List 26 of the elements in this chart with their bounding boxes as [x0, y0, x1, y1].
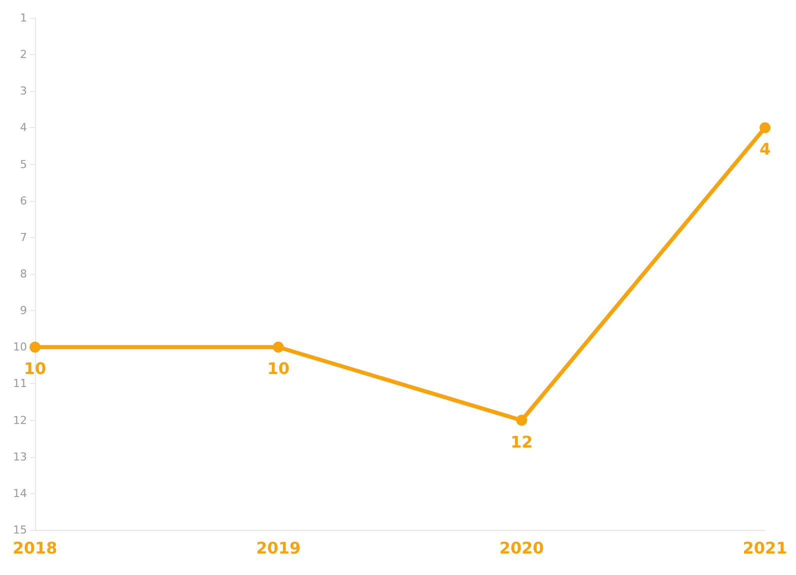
y-tick-label: 12: [13, 414, 27, 427]
point: [760, 122, 770, 134]
x-tick-label: 2021: [742, 538, 788, 558]
x-tick-label: 2018: [12, 538, 58, 558]
y-tick-label: 1: [20, 12, 27, 24]
y-tick-label: 3: [20, 84, 27, 98]
y-tick-label: 11: [13, 377, 27, 390]
x-tick-label: 2020: [499, 538, 544, 558]
x-tick-label: 2019: [256, 538, 301, 558]
point: [272, 342, 284, 353]
y-tick-label: 6: [20, 194, 27, 208]
point: [516, 414, 528, 426]
y-tick-label: 8: [20, 268, 27, 280]
y-tick-label: 5: [20, 158, 27, 171]
data-label: 10: [267, 359, 290, 378]
y-tick-label: 13: [13, 450, 27, 464]
y-tick-label: 9: [20, 304, 27, 318]
data-label: 4: [759, 140, 771, 159]
y-tick-label: 2: [20, 48, 27, 62]
data-label: 12: [510, 432, 533, 452]
point: [30, 342, 40, 353]
y-tick-label: 4: [20, 121, 27, 134]
y-tick-label: 15: [13, 524, 27, 536]
y-tick-label: 14: [13, 486, 27, 500]
y-tick-label: 7: [20, 230, 27, 244]
y-tick-label: 10: [13, 340, 27, 354]
